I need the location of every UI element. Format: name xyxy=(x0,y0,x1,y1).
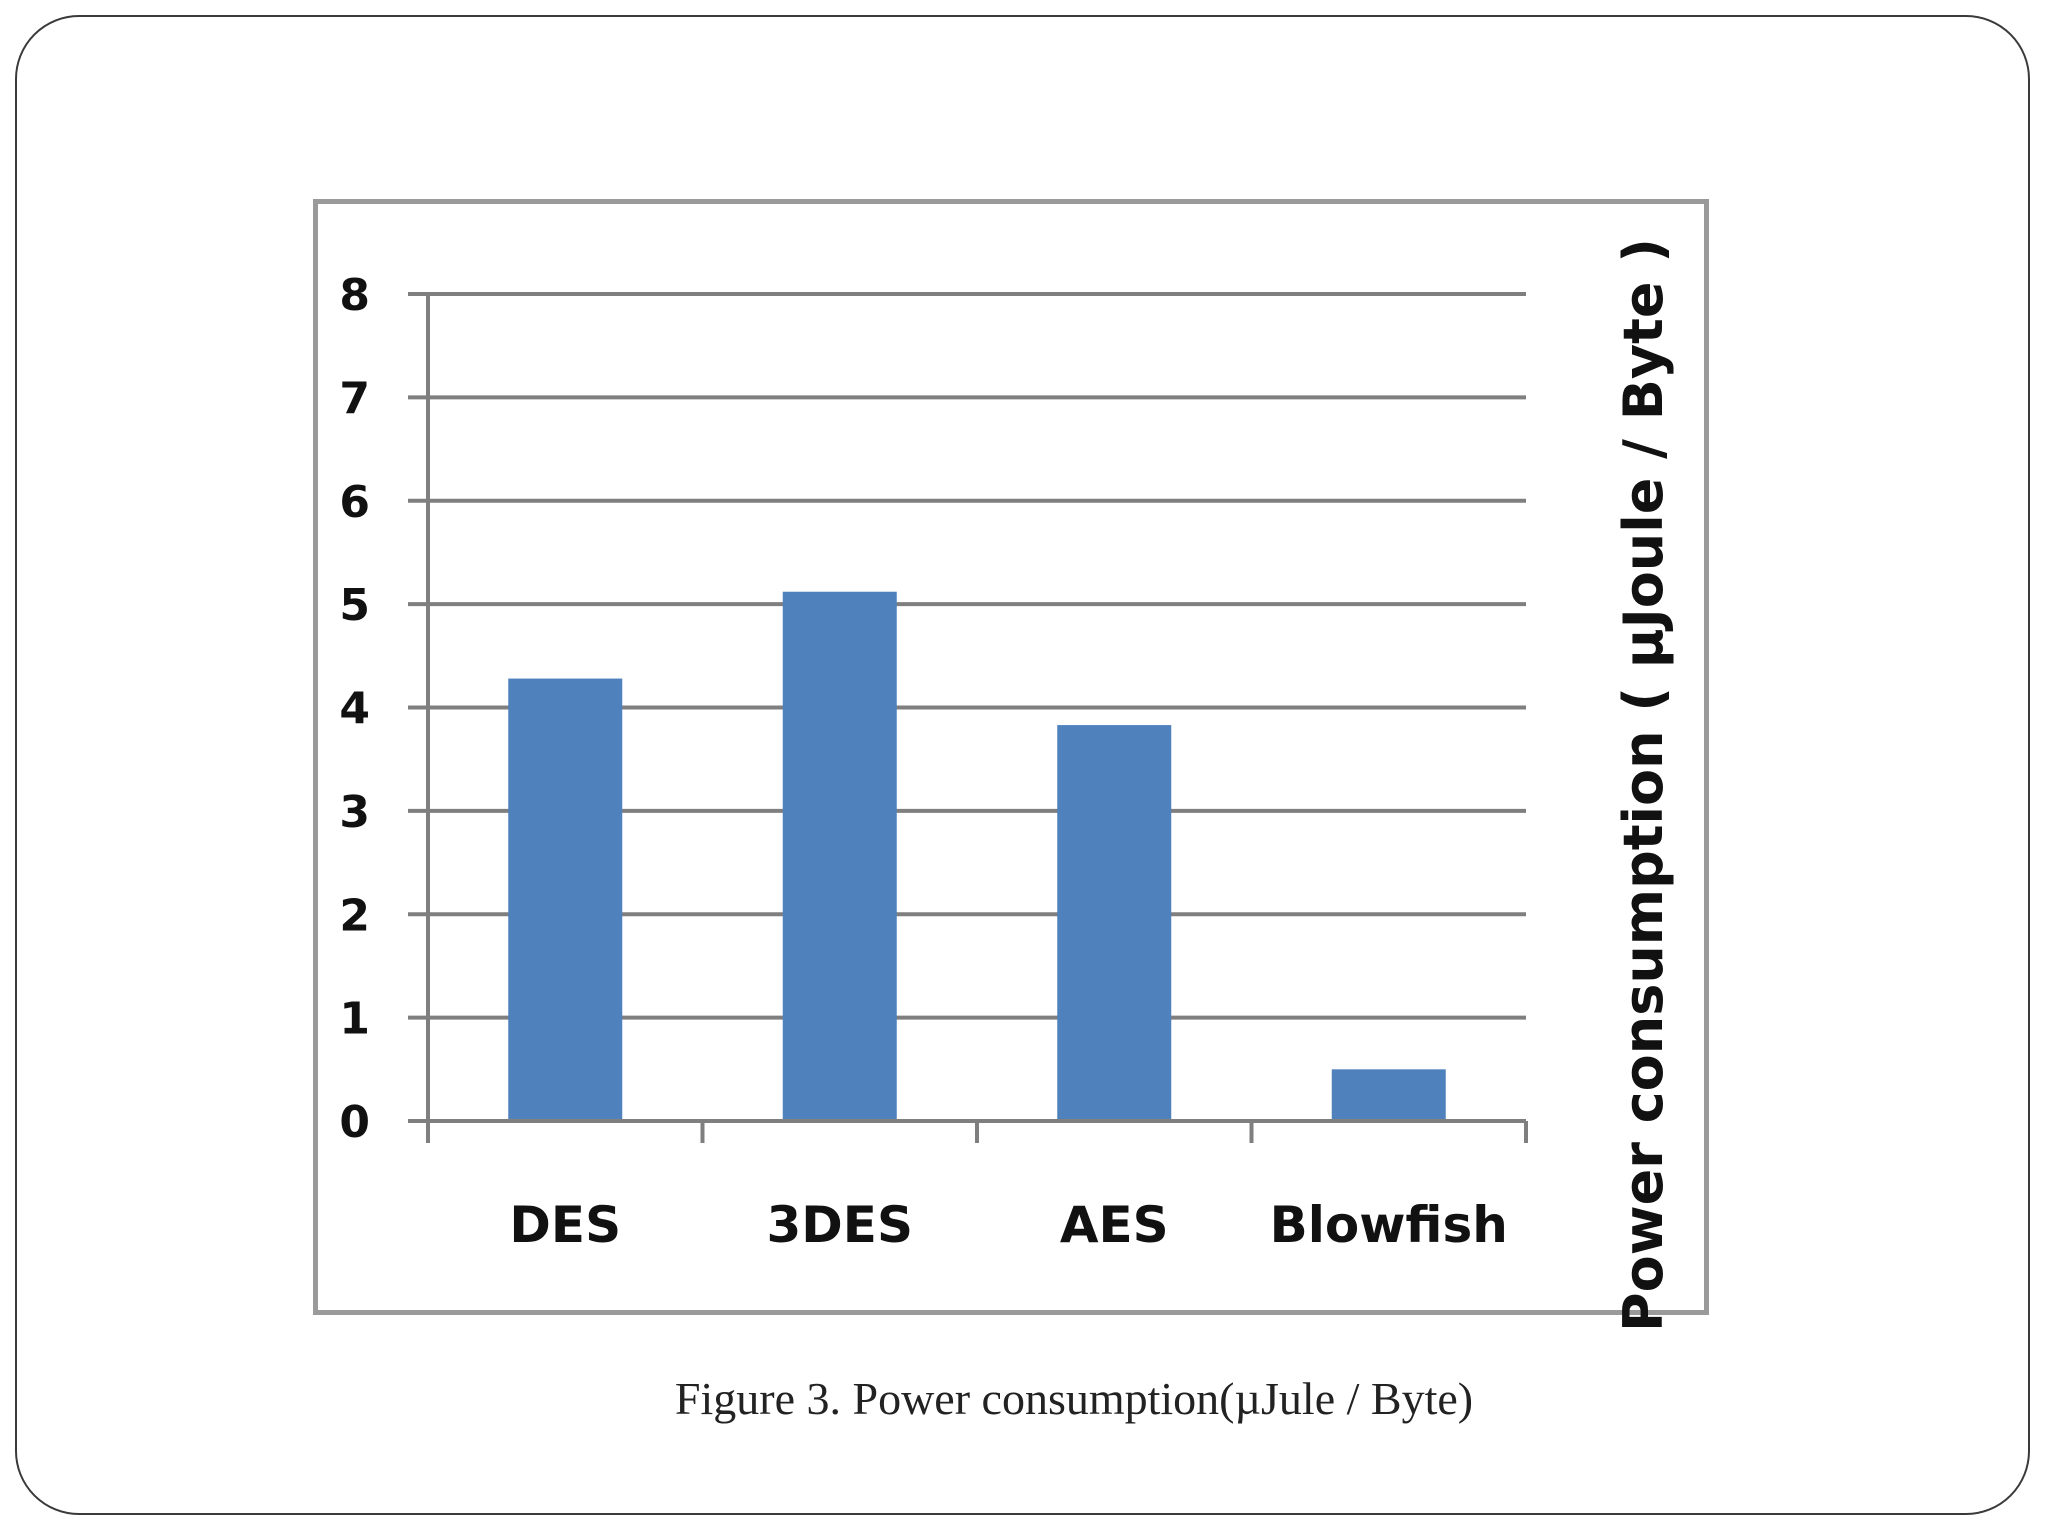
x-category-label: AES xyxy=(1060,1196,1169,1254)
bar-aes xyxy=(1057,725,1172,1121)
slide-frame xyxy=(15,15,2030,1515)
y-tick-label: 8 xyxy=(339,270,370,321)
bars xyxy=(508,591,1446,1121)
x-category-label: DES xyxy=(509,1196,621,1254)
y-tick-label: 1 xyxy=(339,994,370,1045)
bar-des xyxy=(508,678,623,1121)
axes xyxy=(408,292,1528,1143)
y-tick-label: 0 xyxy=(339,1097,370,1148)
figure-caption: Figure 3. Power consumption(µJule / Byte… xyxy=(674,1373,1474,1424)
y-axis-title: Power consumption ( µJoule / Byte ) xyxy=(1612,238,1675,1332)
y-tick-label: 7 xyxy=(339,373,370,424)
x-category-label: Blowfish xyxy=(1270,1196,1508,1254)
bar-blowfish xyxy=(1331,1069,1446,1121)
bar-3des xyxy=(782,591,897,1121)
y-tick-label: 5 xyxy=(339,580,370,631)
y-tick-label: 3 xyxy=(339,787,370,838)
axis-labels: 0 1 2 3 4 5 6 7 8 DES 3DES AES Blowfish xyxy=(339,270,1507,1254)
x-category-label: 3DES xyxy=(767,1196,913,1254)
y-tick-label: 4 xyxy=(339,684,370,735)
y-tick-label: 6 xyxy=(339,477,370,528)
y-tick-label: 2 xyxy=(339,890,370,941)
